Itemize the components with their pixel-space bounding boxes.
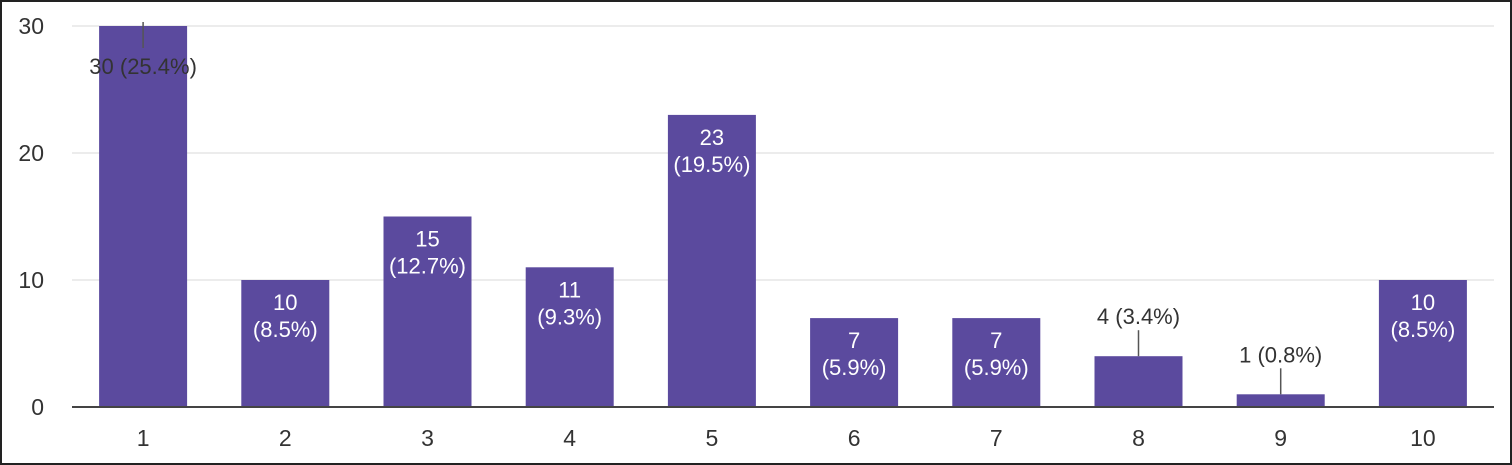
data-label: 10 (8.5%) [253, 290, 318, 342]
y-tick-label: 20 [18, 140, 44, 166]
bars [99, 26, 1467, 408]
data-label: 23 (19.5%) [673, 125, 750, 177]
x-tick-label: 6 [848, 425, 861, 451]
bar [1236, 394, 1325, 407]
data-labels: 30 (25.4%) 10 (8.5%) 15 (12.7%) 11 (9.3%) 23 (19… [89, 54, 1455, 380]
x-tick-label: 3 [421, 425, 434, 451]
x-tick-label: 1 [137, 425, 150, 451]
x-tick-label: 2 [279, 425, 292, 451]
x-tick-label: 9 [1274, 425, 1287, 451]
bar [667, 114, 756, 408]
x-tick-label: 8 [1132, 425, 1145, 451]
y-tick-label: 10 [18, 267, 44, 293]
bar [810, 318, 899, 407]
x-axis-ticks: 1 2 3 4 5 6 7 8 9 10 [137, 425, 1436, 451]
bar [952, 318, 1041, 407]
data-label: 4 (3.4%) [1097, 304, 1180, 329]
bar [1378, 280, 1467, 407]
y-axis-ticks: 0 10 20 30 [18, 13, 44, 420]
grid-lines [72, 25, 1494, 281]
x-tick-label: 4 [563, 425, 576, 451]
x-tick-label: 7 [990, 425, 1003, 451]
y-tick-label: 0 [31, 394, 44, 420]
data-label: 1 (0.8%) [1239, 342, 1322, 367]
data-label: 7 (5.9%) [822, 328, 887, 380]
data-label: 11 (9.3%) [537, 277, 602, 329]
data-label: 30 (25.4%) [89, 54, 197, 79]
bar [241, 280, 330, 407]
label-leaders [142, 22, 1282, 395]
y-tick-label: 30 [18, 13, 44, 39]
bar [525, 267, 614, 407]
data-label: 7 (5.9%) [964, 328, 1029, 380]
x-tick-label: 5 [706, 425, 719, 451]
data-label: 10 (8.5%) [1391, 290, 1456, 342]
bar [383, 216, 472, 407]
bar [99, 26, 188, 407]
bar [1094, 356, 1183, 407]
data-label: 15 (12.7%) [389, 227, 466, 279]
x-tick-label: 10 [1410, 425, 1436, 451]
